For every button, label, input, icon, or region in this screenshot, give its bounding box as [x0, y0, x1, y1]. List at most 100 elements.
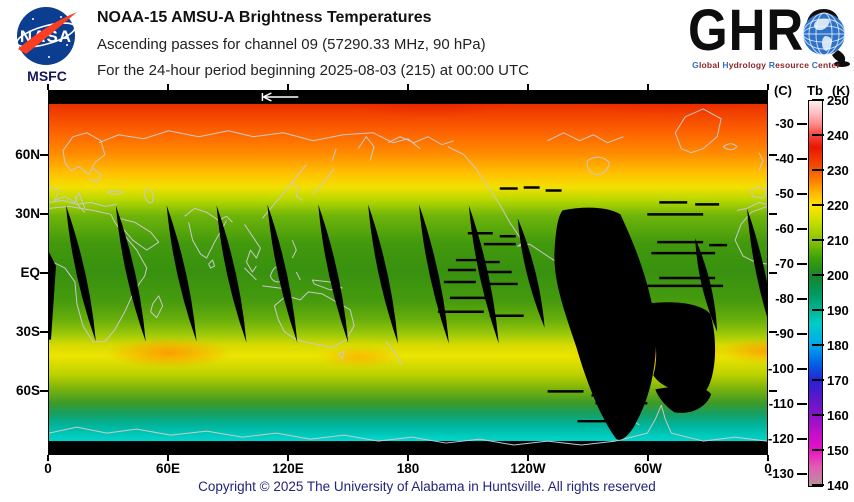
lat-tick-right	[769, 154, 777, 156]
cb-klabel-250: 250	[827, 93, 849, 108]
cb-klabel-240: 240	[827, 128, 849, 143]
cb-ctick--80	[797, 297, 807, 300]
lon-tick-top	[167, 84, 169, 90]
msfc-label: MSFC	[27, 68, 67, 84]
lat-label-60N: 60N	[15, 147, 40, 162]
orbit-gap-sliver	[418, 204, 449, 344]
orbit-gap-sliver	[468, 205, 499, 344]
cb-klabel-220: 220	[827, 198, 849, 213]
lon-label-60E-1: 60E	[155, 461, 181, 476]
colorbar-unit-kelvin: (K)	[831, 83, 851, 98]
lon-tick-bottom	[767, 455, 769, 461]
lon-label-60W-5: 60W	[634, 461, 662, 476]
colorbar-quantity-label: Tb	[807, 83, 823, 98]
lon-tick-bottom	[407, 455, 409, 461]
cb-ctick--30	[797, 122, 807, 125]
lon-tick-bottom	[647, 455, 649, 461]
lat-tick-left	[40, 213, 48, 215]
brightness-temperature-map	[48, 90, 768, 455]
dropout-scan-lines	[437, 186, 728, 427]
north-no-data-strip	[49, 91, 767, 104]
cb-klabel-210: 210	[827, 233, 849, 248]
cb-ktick-170	[812, 379, 824, 381]
orbit-gap-sliver	[267, 204, 298, 343]
lon-tick-top	[647, 84, 649, 90]
cb-clabel--80: -80	[775, 290, 794, 306]
lon-label-0-0: 0	[44, 461, 52, 476]
cb-ktick-180	[812, 344, 824, 346]
lat-tick-right	[769, 331, 777, 333]
cb-clabel--110: -110	[768, 395, 794, 411]
cb-ctick--70	[797, 262, 807, 265]
ghrc-tagline: Global Hydrology Resource Center	[684, 60, 848, 70]
cb-ctick--120	[797, 437, 807, 440]
lat-tick-left	[40, 272, 48, 274]
colorbar-unit-celsius: (C)	[773, 83, 793, 98]
ghrc-tagline-initial: G	[692, 60, 699, 70]
cb-clabel--130: -130	[767, 465, 794, 481]
cb-ktick-200	[812, 274, 824, 276]
cb-ctick--110	[797, 402, 807, 405]
page-period: For the 24-hour period beginning 2025-08…	[97, 62, 529, 79]
cb-klabel-180: 180	[827, 338, 849, 353]
cb-ctick--130	[797, 472, 807, 475]
nasa-stars	[27, 16, 68, 58]
cb-klabel-190: 190	[827, 303, 849, 318]
ghrc-globe-icon	[802, 12, 850, 67]
cb-clabel--60: -60	[775, 220, 794, 236]
cb-clabel--30: -30	[775, 115, 794, 131]
cb-klabel-200: 200	[827, 268, 849, 283]
lon-label-0-6: 0	[764, 461, 772, 476]
nasa-swoosh	[18, 12, 77, 54]
lon-tick-top	[47, 84, 49, 90]
lon-tick-top	[527, 84, 529, 90]
orbit-gap-sliver	[65, 205, 96, 342]
americas-missing-swath	[554, 207, 657, 440]
cb-ctick--60	[797, 227, 807, 230]
ghrc-tagline-word: enter	[818, 60, 840, 70]
lon-tick-bottom	[167, 455, 169, 461]
cb-clabel--100: -100	[767, 360, 794, 376]
lon-label-120E-2: 120E	[272, 461, 304, 476]
cb-clabel--90: -90	[775, 325, 794, 341]
lat-tick-left	[40, 154, 48, 156]
map-overlay	[49, 91, 767, 454]
lat-tick-right	[769, 272, 777, 274]
ghrc-tagline-word: lobal	[698, 60, 723, 70]
cb-klabel-140: 140	[827, 478, 849, 493]
lat-tick-left	[40, 390, 48, 392]
lat-label-60S: 60S	[15, 383, 40, 398]
orbit-gap-sliver	[216, 205, 247, 343]
lat-tick-right	[769, 213, 777, 215]
cb-ctick--100	[797, 367, 807, 370]
cb-clabel--50: -50	[775, 185, 794, 201]
ghrc-tagline-initial: C	[811, 60, 819, 70]
nasa-orbit	[16, 22, 76, 48]
lon-tick-bottom	[527, 455, 529, 461]
orbit-gap-sliver	[166, 205, 197, 342]
page-subtitle: Ascending passes for channel 09 (57290.3…	[97, 36, 486, 53]
cb-klabel-150: 150	[827, 443, 849, 458]
lat-label-EQ: EQ	[20, 265, 40, 280]
lon-tick-top	[287, 84, 289, 90]
nasa-logo: NASA	[16, 7, 77, 65]
cb-ctick--40	[797, 157, 807, 160]
orbit-gap-sliver	[517, 218, 545, 328]
ghrc-tagline-initial: R	[768, 60, 776, 70]
cb-klabel-170: 170	[827, 373, 849, 388]
cb-klabel-230: 230	[827, 163, 849, 178]
cb-ktick-160	[812, 414, 824, 416]
ghrc-tagline-word: ydrology	[728, 60, 769, 70]
south-no-data-strip	[49, 441, 767, 454]
cb-clabel--120: -120	[767, 430, 794, 446]
cb-ctick--50	[797, 192, 807, 195]
cb-ktick-240	[812, 134, 824, 136]
cb-ktick-190	[812, 309, 824, 311]
orbit-gap-sliver	[318, 204, 349, 343]
cb-ktick-210	[812, 239, 824, 241]
swath-direction-arrow-icon	[261, 92, 299, 102]
orbit-gap-swaths	[49, 204, 767, 440]
copyright-text: Copyright © 2025 The University of Alaba…	[198, 479, 656, 494]
lat-tick-right	[769, 390, 777, 392]
